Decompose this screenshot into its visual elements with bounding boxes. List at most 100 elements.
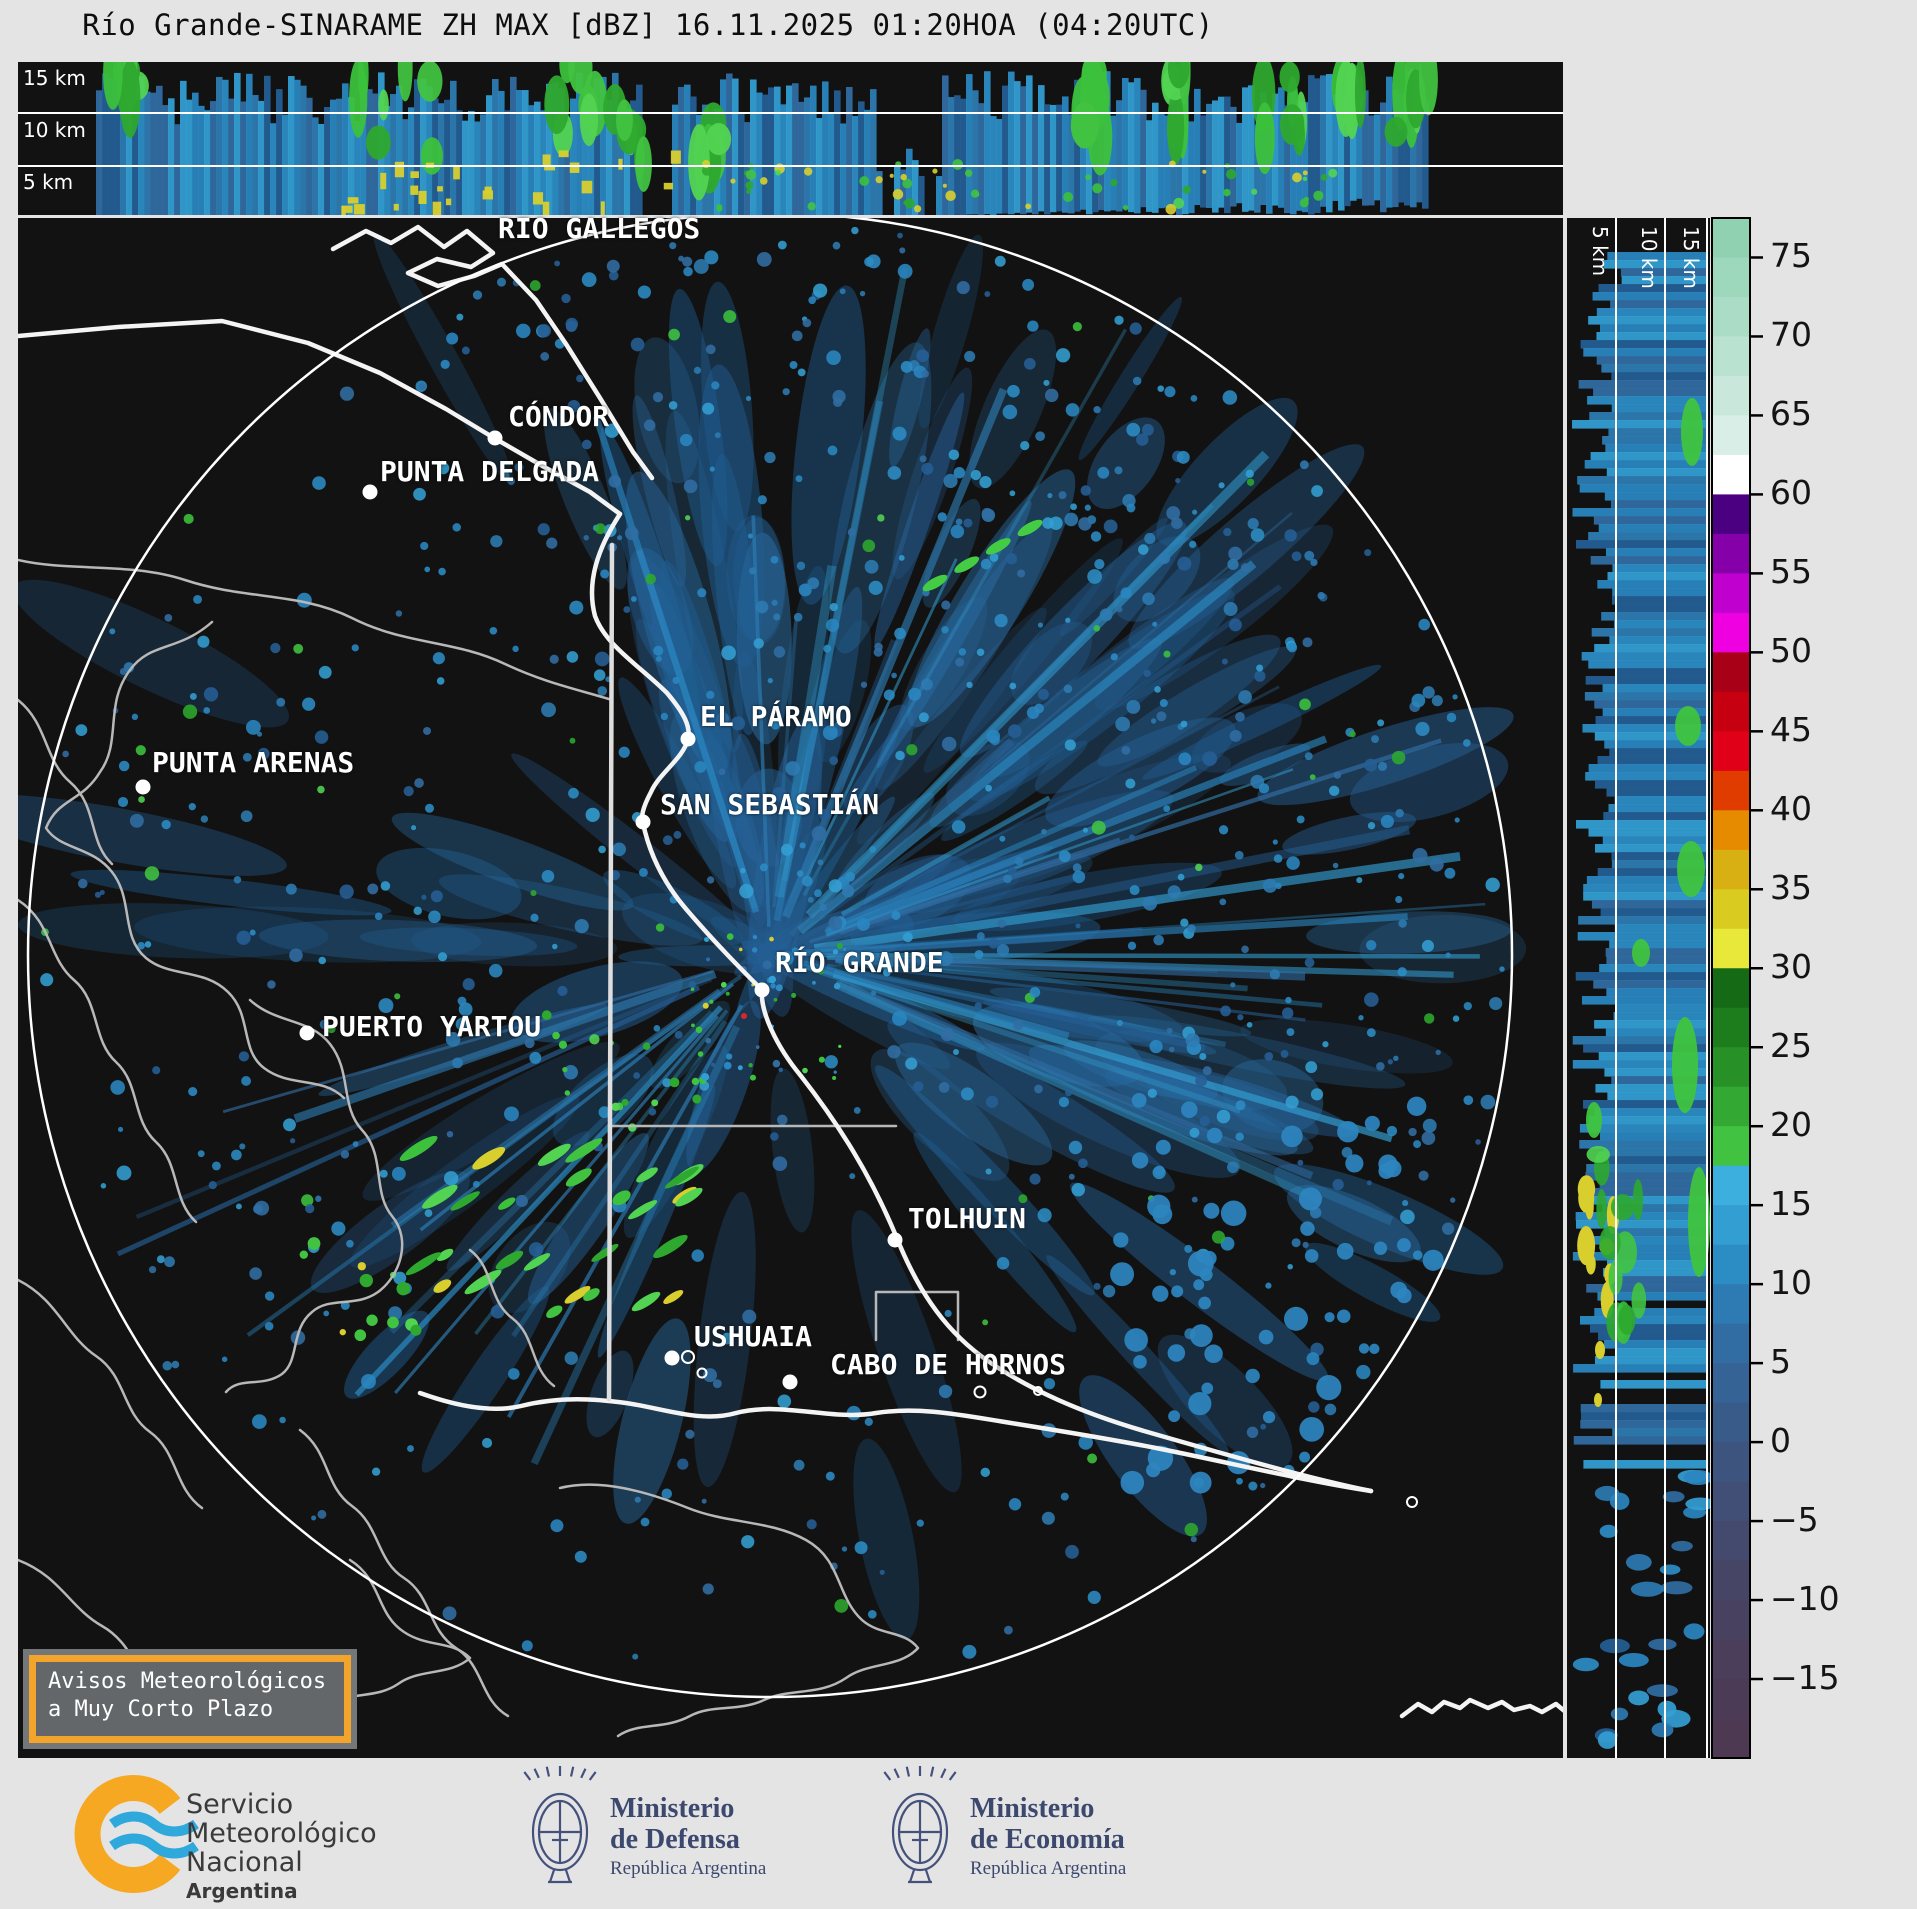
- colorbar-segment: [1712, 257, 1750, 298]
- top-panel-height-label: 15 km: [23, 66, 86, 90]
- map-radar-echoes: [18, 226, 1527, 1660]
- coastline-gray: [468, 1248, 556, 1388]
- coastline-white: [330, 224, 655, 481]
- defensa-sub: República Argentina: [610, 1858, 767, 1879]
- colorbar-segment: [1712, 415, 1750, 456]
- place-label: USHUAIA: [694, 1320, 813, 1353]
- defensa-line-2: de Defensa: [610, 1824, 740, 1855]
- colorbar-segment: [1712, 533, 1750, 574]
- smn-logo-icon: [74, 1775, 181, 1893]
- warning-line-2: a Muy Corto Plazo: [48, 1697, 274, 1722]
- top-cross-section-echoes: [96, 62, 1438, 215]
- colorbar-tick-label: 55: [1770, 552, 1812, 592]
- defensa-line-1: Ministerio: [610, 1793, 735, 1824]
- border-line-argentina-chile: [606, 542, 615, 1402]
- coastline-gray: [328, 1558, 472, 1708]
- top-panel-height-label: 5 km: [23, 170, 74, 194]
- side-panel-height-label: 5 km: [1588, 226, 1612, 277]
- colorbar-segment: [1712, 652, 1750, 693]
- coastline-gray: [224, 998, 404, 1394]
- colorbar-tick-label: 65: [1770, 394, 1812, 434]
- smn-line-3: Nacional: [186, 1847, 303, 1878]
- city-dot: [664, 1350, 680, 1366]
- colorbar-segment: [1712, 1442, 1750, 1483]
- colorbar-tick-label: −15: [1770, 1658, 1840, 1698]
- colorbar-segment: [1712, 691, 1750, 732]
- coastline-gray: [874, 1290, 960, 1342]
- coastline-gray: [18, 558, 614, 702]
- footer-logos: [74, 1766, 957, 1893]
- short-term-warnings-frame: Avisos Meteorológicos a Muy Corto Plazo: [29, 1655, 351, 1743]
- town-ring-marker: [973, 1385, 987, 1399]
- colorbar-segment: [1712, 1481, 1750, 1522]
- coastline-gray: [18, 898, 198, 1224]
- colorbar-tick-label: 40: [1770, 789, 1812, 829]
- town-ring-marker: [1406, 1496, 1418, 1508]
- coastline-white: [417, 1390, 1374, 1494]
- colorbar-segment: [1712, 1402, 1750, 1443]
- colorbar-tick-label: 5: [1770, 1342, 1791, 1382]
- city-dot: [887, 1232, 903, 1248]
- colorbar-segment: [1712, 770, 1750, 811]
- page-title: Río Grande-SINARAME ZH MAX [dBZ] 16.11.2…: [82, 8, 1214, 42]
- coastline-gray: [18, 1278, 204, 1510]
- colorbar-segment: [1712, 612, 1750, 653]
- city-dot: [635, 814, 651, 830]
- colorbar-segment: [1712, 1165, 1750, 1206]
- side-panel-height-label: 10 km: [1637, 226, 1661, 289]
- colorbar-tick-label: 70: [1770, 315, 1812, 355]
- colorbar-segment: [1712, 454, 1750, 496]
- colorbar-segment: [1712, 1007, 1750, 1048]
- colorbar-tick-label: 50: [1770, 631, 1812, 671]
- colorbar-segment: [1712, 1679, 1750, 1720]
- economia-sub: República Argentina: [970, 1858, 1127, 1879]
- side-cross-section-echoes: [1572, 252, 1710, 1749]
- coastline-gray: [298, 1428, 510, 1718]
- colorbar-tick-label: −10: [1770, 1579, 1840, 1619]
- city-dot: [362, 484, 378, 500]
- coastline-white: [1399, 1697, 1563, 1719]
- smn-logo-text: Servicio Meteorológico Nacional Argentin…: [186, 1790, 377, 1903]
- colorbar-segment: [1712, 296, 1750, 338]
- colorbar-segment: [1712, 1600, 1750, 1641]
- town-ring-marker: [681, 1350, 695, 1364]
- town-ring-marker: [1033, 1386, 1043, 1396]
- colorbar-tick-label: 35: [1770, 868, 1812, 908]
- colorbar-segment: [1712, 968, 1750, 1009]
- city-dot: [782, 1374, 798, 1390]
- place-label: SAN SEBASTIÁN: [660, 788, 880, 821]
- colorbar-segment: [1712, 1205, 1750, 1246]
- town-ring-marker: [696, 1367, 708, 1379]
- colorbar-segment: [1712, 1718, 1750, 1759]
- colorbar-segment: [1712, 1047, 1750, 1088]
- coastline-gray: [18, 698, 114, 866]
- place-label: RIO GALLEGOS: [498, 212, 701, 245]
- place-label: RÍO GRANDE: [775, 946, 944, 979]
- city-dot: [754, 982, 770, 998]
- colorbar-tick-label: 60: [1770, 473, 1812, 513]
- place-label: PUNTA DELGADA: [380, 455, 600, 488]
- economia-line-2: de Economía: [970, 1824, 1125, 1855]
- colorbar-segment: [1712, 573, 1750, 614]
- coastline-gray: [558, 1483, 920, 1738]
- top-panel-height-label: 10 km: [23, 118, 86, 142]
- ministry-defensa-text: Ministerio de Defensa República Argentin…: [610, 1793, 766, 1880]
- colorbar-segment: [1712, 1521, 1750, 1562]
- economia-coat-of-arms: [883, 1766, 957, 1884]
- place-label: TOLHUIN: [908, 1202, 1027, 1235]
- colorbar-segment: [1712, 494, 1750, 535]
- side-panel-height-label: 15 km: [1679, 226, 1703, 289]
- coastline-white: [18, 318, 623, 517]
- colorbar-segment: [1712, 1284, 1750, 1325]
- city-dot: [135, 779, 151, 795]
- colorbar-tick-label: 30: [1770, 947, 1812, 987]
- colorbar-segment: [1712, 336, 1750, 377]
- city-dot: [299, 1025, 315, 1041]
- colorbar-tick-label: 75: [1770, 236, 1812, 276]
- place-label: PUNTA ARENAS: [152, 746, 355, 779]
- colorbar-segment: [1712, 1639, 1750, 1680]
- city-dot: [680, 731, 696, 747]
- colorbar-segment: [1712, 731, 1750, 772]
- colorbar-segment: [1712, 218, 1750, 259]
